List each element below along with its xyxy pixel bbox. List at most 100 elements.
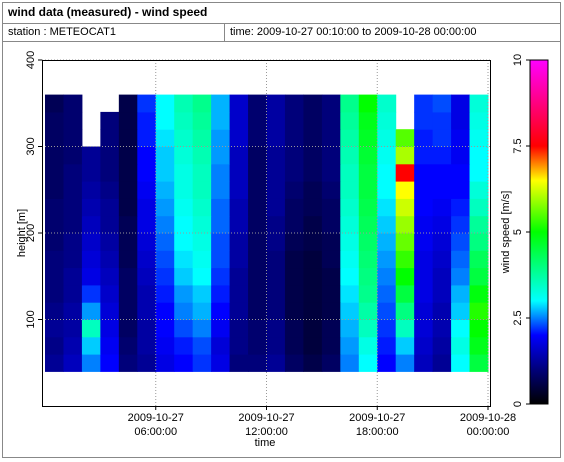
heat-cell <box>340 94 360 113</box>
heat-cell <box>266 129 286 147</box>
heat-cell <box>248 284 267 303</box>
heat-cell <box>340 267 360 286</box>
heat-cell <box>266 163 286 182</box>
heat-cell <box>395 215 415 234</box>
heat-cell <box>340 181 360 199</box>
heat-cell <box>451 129 471 147</box>
heat-cell <box>100 302 120 320</box>
heat-cell <box>118 163 138 182</box>
heat-cell <box>137 354 157 372</box>
heat-cell <box>377 336 397 355</box>
heat-cell <box>174 94 194 113</box>
heat-cell <box>118 111 138 130</box>
heat-cell <box>45 250 64 269</box>
heat-cell <box>63 284 83 303</box>
heat-cell <box>137 111 157 130</box>
heat-cell <box>303 94 323 113</box>
heat-cell <box>192 215 212 234</box>
heat-cell <box>266 215 286 234</box>
heat-cell <box>266 94 286 113</box>
heat-cell <box>266 319 286 338</box>
heat-cell <box>414 198 434 217</box>
heat-cell <box>395 267 415 286</box>
heat-cell <box>414 250 434 269</box>
heat-cell <box>63 319 83 338</box>
heat-cell <box>229 111 249 130</box>
heat-cell <box>100 267 120 286</box>
heat-cell <box>469 94 489 113</box>
heat-cell <box>303 319 323 338</box>
heat-cell <box>358 354 378 372</box>
heat-cell <box>81 319 101 338</box>
heat-cell <box>118 181 138 199</box>
heat-cell <box>303 198 323 217</box>
x-axis-label: time <box>255 437 276 449</box>
colorbar-tick-label: 0 <box>512 401 524 407</box>
heat-cell <box>469 267 489 286</box>
heat-cell <box>248 198 267 217</box>
heat-cell <box>432 267 452 286</box>
heat-cell <box>118 94 138 113</box>
heat-cell <box>340 129 360 147</box>
heat-cell <box>266 354 286 372</box>
heat-cell <box>229 163 249 182</box>
heat-cell <box>340 146 360 165</box>
heat-cell <box>451 354 471 372</box>
heat-cell <box>192 111 212 130</box>
heat-cell <box>358 215 378 234</box>
x-tick-label: 2009-10-27 06:00:00 <box>127 412 184 438</box>
heat-cell <box>469 336 489 355</box>
heat-cell <box>63 129 83 147</box>
heat-cell <box>303 336 323 355</box>
heat-cell <box>284 215 304 234</box>
heat-cell <box>45 284 64 303</box>
heat-cell <box>192 302 212 320</box>
heat-cell <box>211 94 231 113</box>
heat-cell <box>432 336 452 355</box>
heat-cell <box>321 250 341 269</box>
heat-cell <box>211 129 231 147</box>
heat-cell <box>358 267 378 286</box>
heat-cell <box>414 146 434 165</box>
heat-cell <box>45 129 64 147</box>
heat-cell <box>137 319 157 338</box>
heat-cell <box>340 111 360 130</box>
heat-cell <box>358 250 378 269</box>
heat-cell <box>469 233 489 251</box>
heat-cell <box>118 198 138 217</box>
heat-cell <box>395 336 415 355</box>
heat-cell <box>340 233 360 251</box>
heat-cell <box>340 215 360 234</box>
heat-cell <box>377 111 397 130</box>
heat-cell <box>321 111 341 130</box>
heat-cell <box>81 250 101 269</box>
heat-cell <box>155 94 175 113</box>
heat-cell <box>174 215 194 234</box>
heat-cell <box>63 250 83 269</box>
heat-cell <box>45 181 64 199</box>
heat-cell <box>137 267 157 286</box>
heat-cell <box>377 354 397 372</box>
heat-cell <box>229 233 249 251</box>
heat-cell <box>192 163 212 182</box>
heat-cell <box>45 111 64 130</box>
heat-cell <box>229 319 249 338</box>
heat-cell <box>100 129 120 147</box>
heat-cell <box>284 319 304 338</box>
heat-cell <box>377 267 397 286</box>
heat-cell <box>137 146 157 165</box>
heat-cell <box>155 146 175 165</box>
heat-cell <box>451 215 471 234</box>
heat-cell <box>81 284 101 303</box>
heat-cell <box>63 267 83 286</box>
heat-cell <box>432 302 452 320</box>
heat-cell <box>211 267 231 286</box>
heat-cell <box>284 302 304 320</box>
heat-cell <box>377 302 397 320</box>
heat-cell <box>266 198 286 217</box>
heat-cell <box>321 181 341 199</box>
heat-cell <box>100 215 120 234</box>
heat-cell <box>414 94 434 113</box>
heat-cell <box>229 267 249 286</box>
heat-cell <box>100 354 120 372</box>
